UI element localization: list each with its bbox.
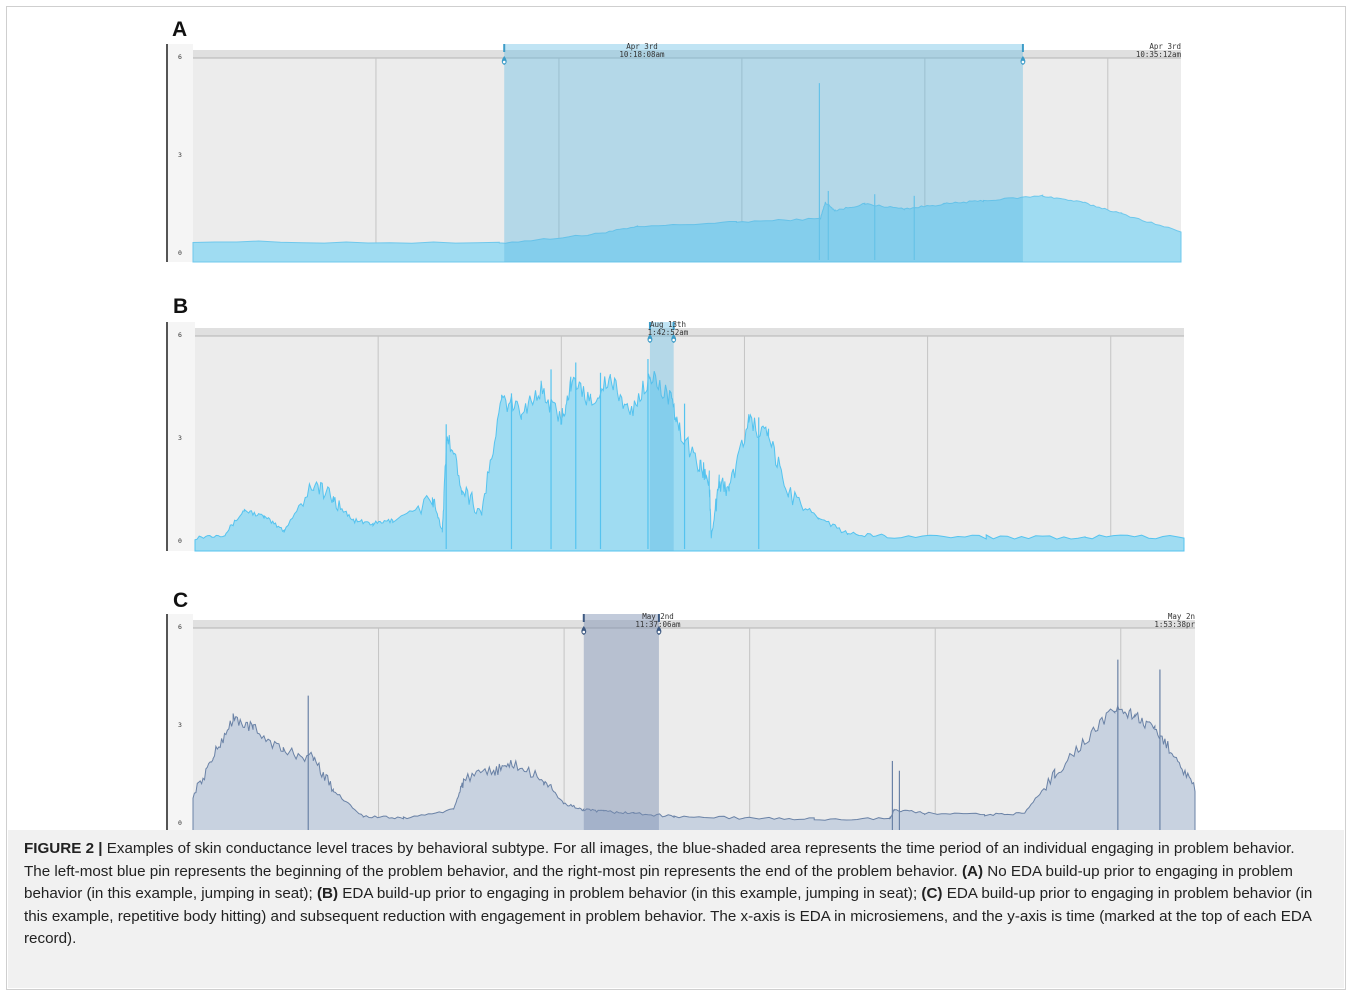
y-tick-label: 6: [178, 331, 182, 339]
panel-letter-a: A: [172, 18, 188, 41]
y-tick-label: 0: [178, 249, 182, 257]
plot-background: [193, 620, 1195, 834]
pin-start-icon: [501, 56, 507, 65]
timestamp-time: 11:37:06am: [635, 620, 681, 629]
y-tick-label: 3: [178, 721, 182, 729]
y-axis-strip: [166, 44, 193, 262]
pin-end-icon: [656, 626, 662, 635]
problem-behavior-shade: [583, 614, 659, 834]
eda-series-area: [192, 194, 1182, 263]
y-tick-label: 6: [178, 623, 182, 631]
timestamp-date: Apr 3rd: [1149, 42, 1181, 51]
figure-caption: FIGURE 2 | Examples of skin conductance …: [24, 838, 1324, 951]
panel-letter-c: C: [173, 589, 189, 612]
y-axis-strip: [166, 322, 195, 551]
eda-series-area: [194, 371, 1185, 552]
caption-c-tag: (C): [921, 885, 943, 902]
panel-letter-b: B: [173, 295, 189, 318]
timestamp-time: 10:18:08am: [619, 50, 665, 59]
y-tick-label: 3: [178, 151, 182, 159]
y-tick-label: 6: [178, 53, 182, 61]
pin-hole: [502, 60, 506, 64]
caption-b-tag: (B): [316, 885, 339, 902]
caption-intro: Examples of skin conductance level trace…: [24, 840, 1295, 880]
caption-a-tag: (A): [961, 862, 984, 880]
pin-end-icon: [671, 334, 677, 343]
timeline-bar: [193, 620, 1195, 628]
caption-c-text: EDA build-up prior to engaging in proble…: [24, 885, 1313, 947]
pin-end-icon: [1020, 56, 1026, 65]
timeline-bar: [195, 328, 1184, 336]
y-tick-label: 0: [178, 819, 182, 827]
pin-hole: [582, 630, 586, 634]
caption-label: FIGURE 2 |: [24, 840, 103, 857]
pin-hole: [648, 338, 652, 342]
caption-b-text: EDA build-up prior to engaging in proble…: [338, 885, 922, 902]
timestamp-date: Apr 3rd: [626, 42, 658, 51]
timestamp-date: May 2n: [1168, 612, 1195, 621]
timestamp-date: Aug 13th: [650, 320, 686, 329]
timestamp-date: May 2nd: [642, 612, 674, 621]
pin-hole: [672, 338, 675, 342]
problem-behavior-shade: [504, 44, 1023, 262]
timestamp-time: 10:35:12am: [1136, 50, 1182, 59]
pin-hole: [657, 630, 661, 634]
figure-frame: [6, 6, 1346, 990]
pin-start-icon: [581, 626, 587, 635]
timeline-bar: [193, 50, 1181, 58]
timestamp-time: 1:53:38pr: [1154, 620, 1195, 629]
timestamp-time: 1:42:52am: [648, 328, 689, 337]
y-tick-label: 3: [178, 434, 182, 442]
pin-start-icon: [647, 334, 653, 343]
problem-behavior-shade: [649, 322, 674, 551]
caption-a-text: No EDA build-up prior to engaging in pro…: [24, 862, 1293, 903]
y-tick-label: 0: [178, 537, 182, 545]
caption-box: [8, 830, 1344, 988]
eda-series-area: [192, 704, 1196, 835]
pin-hole: [1021, 60, 1025, 64]
y-axis-strip: [166, 614, 193, 834]
